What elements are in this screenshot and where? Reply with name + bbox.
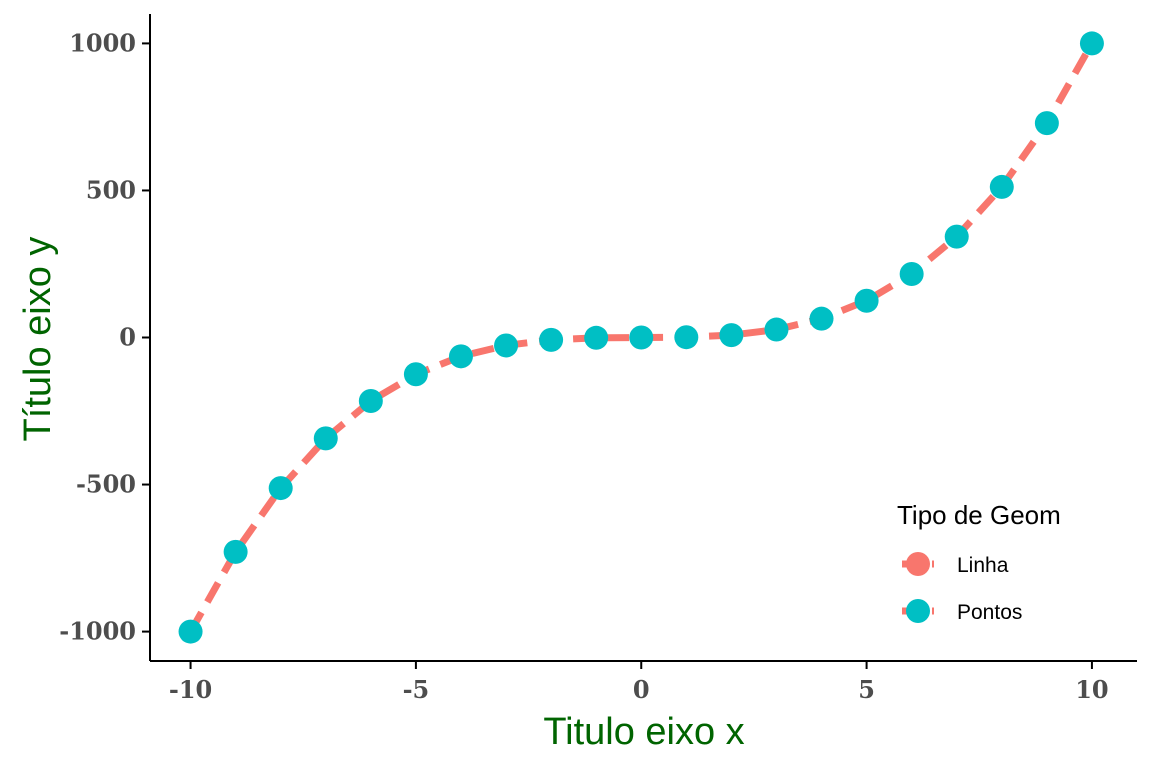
data-point: [809, 306, 834, 331]
data-point: [899, 261, 924, 286]
data-point: [223, 539, 248, 564]
data-point: [448, 344, 473, 369]
data-point: [1079, 31, 1104, 56]
data-point: [1034, 111, 1059, 136]
legend: Tipo de Geom Linha Pontos: [897, 500, 1061, 624]
data-point: [584, 325, 609, 350]
data-point: [629, 325, 654, 350]
legend-keys: [902, 552, 934, 623]
plot-area: [178, 31, 1104, 644]
data-point: [719, 323, 744, 348]
y-tick-label: 500: [86, 175, 136, 204]
y-tick-label: -1000: [59, 617, 136, 646]
legend-key-point: [906, 599, 930, 623]
data-point: [313, 426, 338, 451]
legend-label-pontos: Pontos: [957, 601, 1022, 624]
data-point: [494, 333, 519, 358]
data-point: [358, 389, 383, 414]
legend-key-point: [906, 552, 930, 576]
data-point: [854, 288, 879, 313]
x-axis-title: Titulo eixo x: [543, 711, 744, 753]
x-tick-label: 10: [1075, 675, 1108, 704]
legend-key-pontos: [902, 599, 934, 623]
legend-title: Tipo de Geom: [897, 500, 1061, 530]
y-axis-title: Título eixo y: [17, 237, 59, 442]
y-tick-label: 1000: [69, 28, 136, 57]
x-tick-label: -5: [403, 675, 430, 704]
data-point: [674, 325, 699, 350]
data-point: [403, 362, 428, 387]
legend-key-linha: [902, 552, 934, 576]
x-tick-label: 5: [858, 675, 875, 704]
data-point: [764, 317, 789, 342]
legend-label-linha: Linha: [957, 554, 1009, 577]
x-tick-label: -10: [169, 675, 212, 704]
data-point: [989, 174, 1014, 199]
y-tick-label: -500: [76, 470, 136, 499]
data-point: [178, 619, 203, 644]
y-tick-label: 0: [119, 323, 136, 352]
data-point: [539, 327, 564, 352]
x-tick-label: 0: [633, 675, 650, 704]
data-point: [944, 224, 969, 249]
data-point: [268, 476, 293, 501]
axes: -10 -5 0 5 10 -1000 -500 0 500 1000: [59, 14, 1137, 704]
